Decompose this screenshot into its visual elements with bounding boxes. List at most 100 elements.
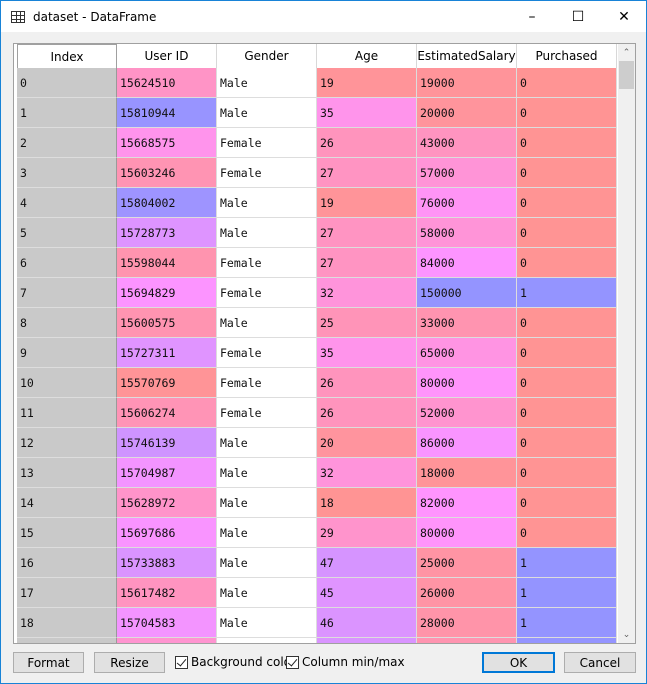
cell-purchased[interactable]: 1	[517, 608, 617, 638]
table-row[interactable]: 15 15697686 Male 29 80000 0	[17, 518, 618, 548]
column-header-index[interactable]: Index	[17, 44, 117, 68]
cell-index[interactable]: 9	[17, 338, 117, 368]
cell-user-id[interactable]: 15600575	[117, 308, 217, 338]
cell-index[interactable]: 18	[17, 608, 117, 638]
table-row[interactable]: 9 15727311 Female 35 65000 0	[17, 338, 618, 368]
dataframe-table[interactable]: Index User ID Gender Age EstimatedSalary Purc…	[13, 43, 636, 644]
cell-purchased[interactable]: 0	[517, 218, 617, 248]
cell-index[interactable]: 0	[17, 68, 117, 98]
cell-estimatedsalary[interactable]: 80000	[417, 518, 517, 548]
cell-purchased[interactable]: 1	[517, 548, 617, 578]
scroll-up-icon[interactable]: ⌃	[622, 47, 631, 58]
cell-estimatedsalary[interactable]: 19000	[417, 68, 517, 98]
cell-gender[interactable]: Male	[217, 458, 317, 488]
cell-age[interactable]: 27	[317, 248, 417, 278]
cell-purchased[interactable]: 0	[517, 488, 617, 518]
cell-purchased[interactable]: 0	[517, 158, 617, 188]
cell-gender[interactable]: Female	[217, 338, 317, 368]
cell-purchased[interactable]: 0	[517, 458, 617, 488]
cell-age[interactable]: 26	[317, 128, 417, 158]
column-minmax-checkbox[interactable]: Column min/max	[286, 655, 405, 669]
table-row[interactable]: 8 15600575 Male 25 33000 0	[17, 308, 618, 338]
cell-estimatedsalary[interactable]: 58000	[417, 218, 517, 248]
cell-purchased[interactable]: 0	[517, 338, 617, 368]
cell-index[interactable]: 13	[17, 458, 117, 488]
cell-user-id[interactable]: 15704987	[117, 458, 217, 488]
column-header-purchased[interactable]: Purchased	[517, 44, 617, 68]
cell-estimatedsalary[interactable]: 80000	[417, 368, 517, 398]
cell-index[interactable]: 3	[17, 158, 117, 188]
cell-purchased[interactable]: 0	[517, 368, 617, 398]
cell-purchased[interactable]: 1	[517, 278, 617, 308]
cell-user-id[interactable]: 15668575	[117, 128, 217, 158]
cell-purchased[interactable]: 0	[517, 428, 617, 458]
cell-age[interactable]: 25	[317, 308, 417, 338]
cell-purchased[interactable]: 0	[517, 188, 617, 218]
resize-button[interactable]: Resize	[94, 652, 165, 673]
cell-gender[interactable]: Female	[217, 368, 317, 398]
cell-purchased[interactable]: 0	[517, 128, 617, 158]
cell-gender[interactable]: Male	[217, 578, 317, 608]
cell-index[interactable]: 8	[17, 308, 117, 338]
cell-age[interactable]: 35	[317, 98, 417, 128]
cell-user-id[interactable]: 15746139	[117, 428, 217, 458]
cell-user-id[interactable]: 15704583	[117, 608, 217, 638]
vertical-scrollbar[interactable]: ⌃ ⌄	[618, 44, 635, 643]
cell-user-id[interactable]: 15697686	[117, 518, 217, 548]
table-row[interactable]: 6 15598044 Female 27 84000 0	[17, 248, 618, 278]
cell-age[interactable]: 26	[317, 398, 417, 428]
cell-age[interactable]: 29	[317, 518, 417, 548]
table-row[interactable]: 11 15606274 Female 26 52000 0	[17, 398, 618, 428]
table-row[interactable]: 3 15603246 Female 27 57000 0	[17, 158, 618, 188]
table-row[interactable]: 2 15668575 Female 26 43000 0	[17, 128, 618, 158]
cell-estimatedsalary[interactable]: 84000	[417, 248, 517, 278]
cell-purchased[interactable]: 0	[517, 398, 617, 428]
cell-user-id[interactable]: 15570769	[117, 368, 217, 398]
cell-index[interactable]: 11	[17, 398, 117, 428]
cell-estimatedsalary[interactable]: 82000	[417, 488, 517, 518]
close-button[interactable]: ✕	[618, 8, 630, 25]
scroll-down-icon[interactable]: ⌄	[622, 629, 631, 640]
checkbox-checked-icon[interactable]	[175, 655, 188, 669]
table-row[interactable]: 17 15617482 Male 45 26000 1	[17, 578, 618, 608]
cell-gender[interactable]: Female	[217, 248, 317, 278]
cell-index[interactable]: 15	[17, 518, 117, 548]
cell-purchased[interactable]: 0	[517, 518, 617, 548]
cell-user-id[interactable]: 15606274	[117, 398, 217, 428]
checkbox-checked-icon[interactable]	[286, 655, 299, 669]
cell-user-id[interactable]: 15624510	[117, 68, 217, 98]
table-row[interactable]: 7 15694829 Female 32 150000 1	[17, 278, 618, 308]
cell-gender[interactable]: Male	[217, 68, 317, 98]
cell-index[interactable]: 16	[17, 548, 117, 578]
cell-estimatedsalary[interactable]: 57000	[417, 158, 517, 188]
cell-estimatedsalary[interactable]: 76000	[417, 188, 517, 218]
cell-age[interactable]: 35	[317, 338, 417, 368]
cell-user-id[interactable]: 15628972	[117, 488, 217, 518]
cell-age[interactable]	[317, 638, 417, 643]
column-header-age[interactable]: Age	[317, 44, 417, 68]
cell-gender[interactable]: Male	[217, 608, 317, 638]
cell-age[interactable]: 19	[317, 188, 417, 218]
column-header-user-id[interactable]: User ID	[117, 44, 217, 68]
table-row[interactable]: 16 15733883 Male 47 25000 1	[17, 548, 618, 578]
cell-estimatedsalary[interactable]: 26000	[417, 578, 517, 608]
cell-index[interactable]: 12	[17, 428, 117, 458]
table-row[interactable]: 10 15570769 Female 26 80000 0	[17, 368, 618, 398]
cell-gender[interactable]: Female	[217, 158, 317, 188]
table-row[interactable]: 5 15728773 Male 27 58000 0	[17, 218, 618, 248]
cell-age[interactable]: 26	[317, 368, 417, 398]
background-color-checkbox[interactable]: Background color	[175, 655, 296, 669]
cell-index[interactable]: 5	[17, 218, 117, 248]
cell-age[interactable]: 18	[317, 488, 417, 518]
cell-age[interactable]: 45	[317, 578, 417, 608]
cell-user-id[interactable]: 15617482	[117, 578, 217, 608]
column-header-gender[interactable]: Gender	[217, 44, 317, 68]
cell-estimatedsalary[interactable]: 52000	[417, 398, 517, 428]
cell-purchased[interactable]: 0	[517, 98, 617, 128]
cell-gender[interactable]: Female	[217, 398, 317, 428]
table-row[interactable]	[17, 638, 618, 643]
cell-purchased[interactable]: 0	[517, 308, 617, 338]
table-row[interactable]: 12 15746139 Male 20 86000 0	[17, 428, 618, 458]
cell-index[interactable]: 1	[17, 98, 117, 128]
cell-index[interactable]: 7	[17, 278, 117, 308]
